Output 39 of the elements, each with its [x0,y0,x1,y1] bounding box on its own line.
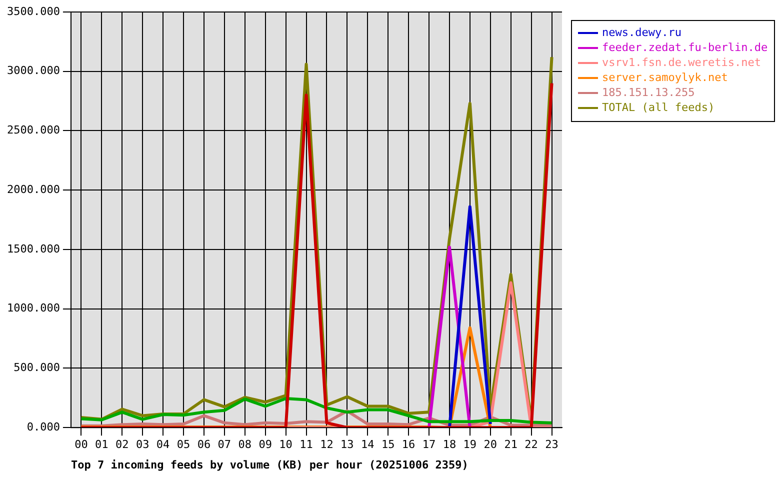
x-tick-label: 19 [463,438,477,452]
x-axis-title: Top 7 incoming feeds by volume (KB) per hour (20251006 2359) [70,458,468,472]
legend-label: feeder.zedat.fu-berlin.de [602,41,768,54]
legend-label: 185.151.13.255 [602,86,695,99]
legend-label: TOTAL (all feeds) [602,101,715,114]
x-tick-label: 12 [320,438,334,452]
x-tick-label: 02 [116,438,129,452]
y-tick-label: 500.000 [14,361,60,374]
x-tick-label: 10 [279,438,292,452]
y-tick-label: 2000.000 [6,182,60,196]
legend-label: server.samoylyk.net [602,71,728,84]
x-tick-label: 04 [156,438,170,452]
x-tick-label: 05 [176,438,190,452]
x-tick-label: 03 [136,438,150,452]
y-tick-label: 1000.000 [6,302,60,315]
y-tick-label: 3500.000 [6,4,60,18]
x-tick-label: 07 [218,438,232,452]
x-tick-label: 08 [238,438,252,452]
legend-label: vsrv1.fsn.de.weretis.net [602,56,761,69]
x-tick-label: 13 [340,438,354,452]
x-tick-label: 01 [95,438,108,452]
y-tick-label: 1500.000 [6,242,60,256]
x-tick-label: 06 [197,438,211,452]
y-tick-label: 3000.000 [6,64,60,78]
x-tick-label: 23 [545,438,558,452]
y-tick-label: 2500.000 [6,124,60,137]
x-tick-label: 09 [258,438,272,452]
x-tick-label: 18 [442,438,456,452]
y-tick-label: 0.000 [26,420,60,434]
x-tick-label: 16 [402,438,416,452]
x-tick-label: 17 [422,438,436,452]
x-tick-label: 15 [381,438,395,452]
x-tick-label: 22 [524,438,538,452]
x-tick-label: 21 [504,438,518,452]
x-tick-label: 11 [300,438,313,452]
x-tick-label: 20 [484,438,498,452]
legend-label: news.dewy.ru [602,26,682,39]
x-tick-label: 00 [74,438,88,452]
x-tick-label: 14 [361,438,375,452]
